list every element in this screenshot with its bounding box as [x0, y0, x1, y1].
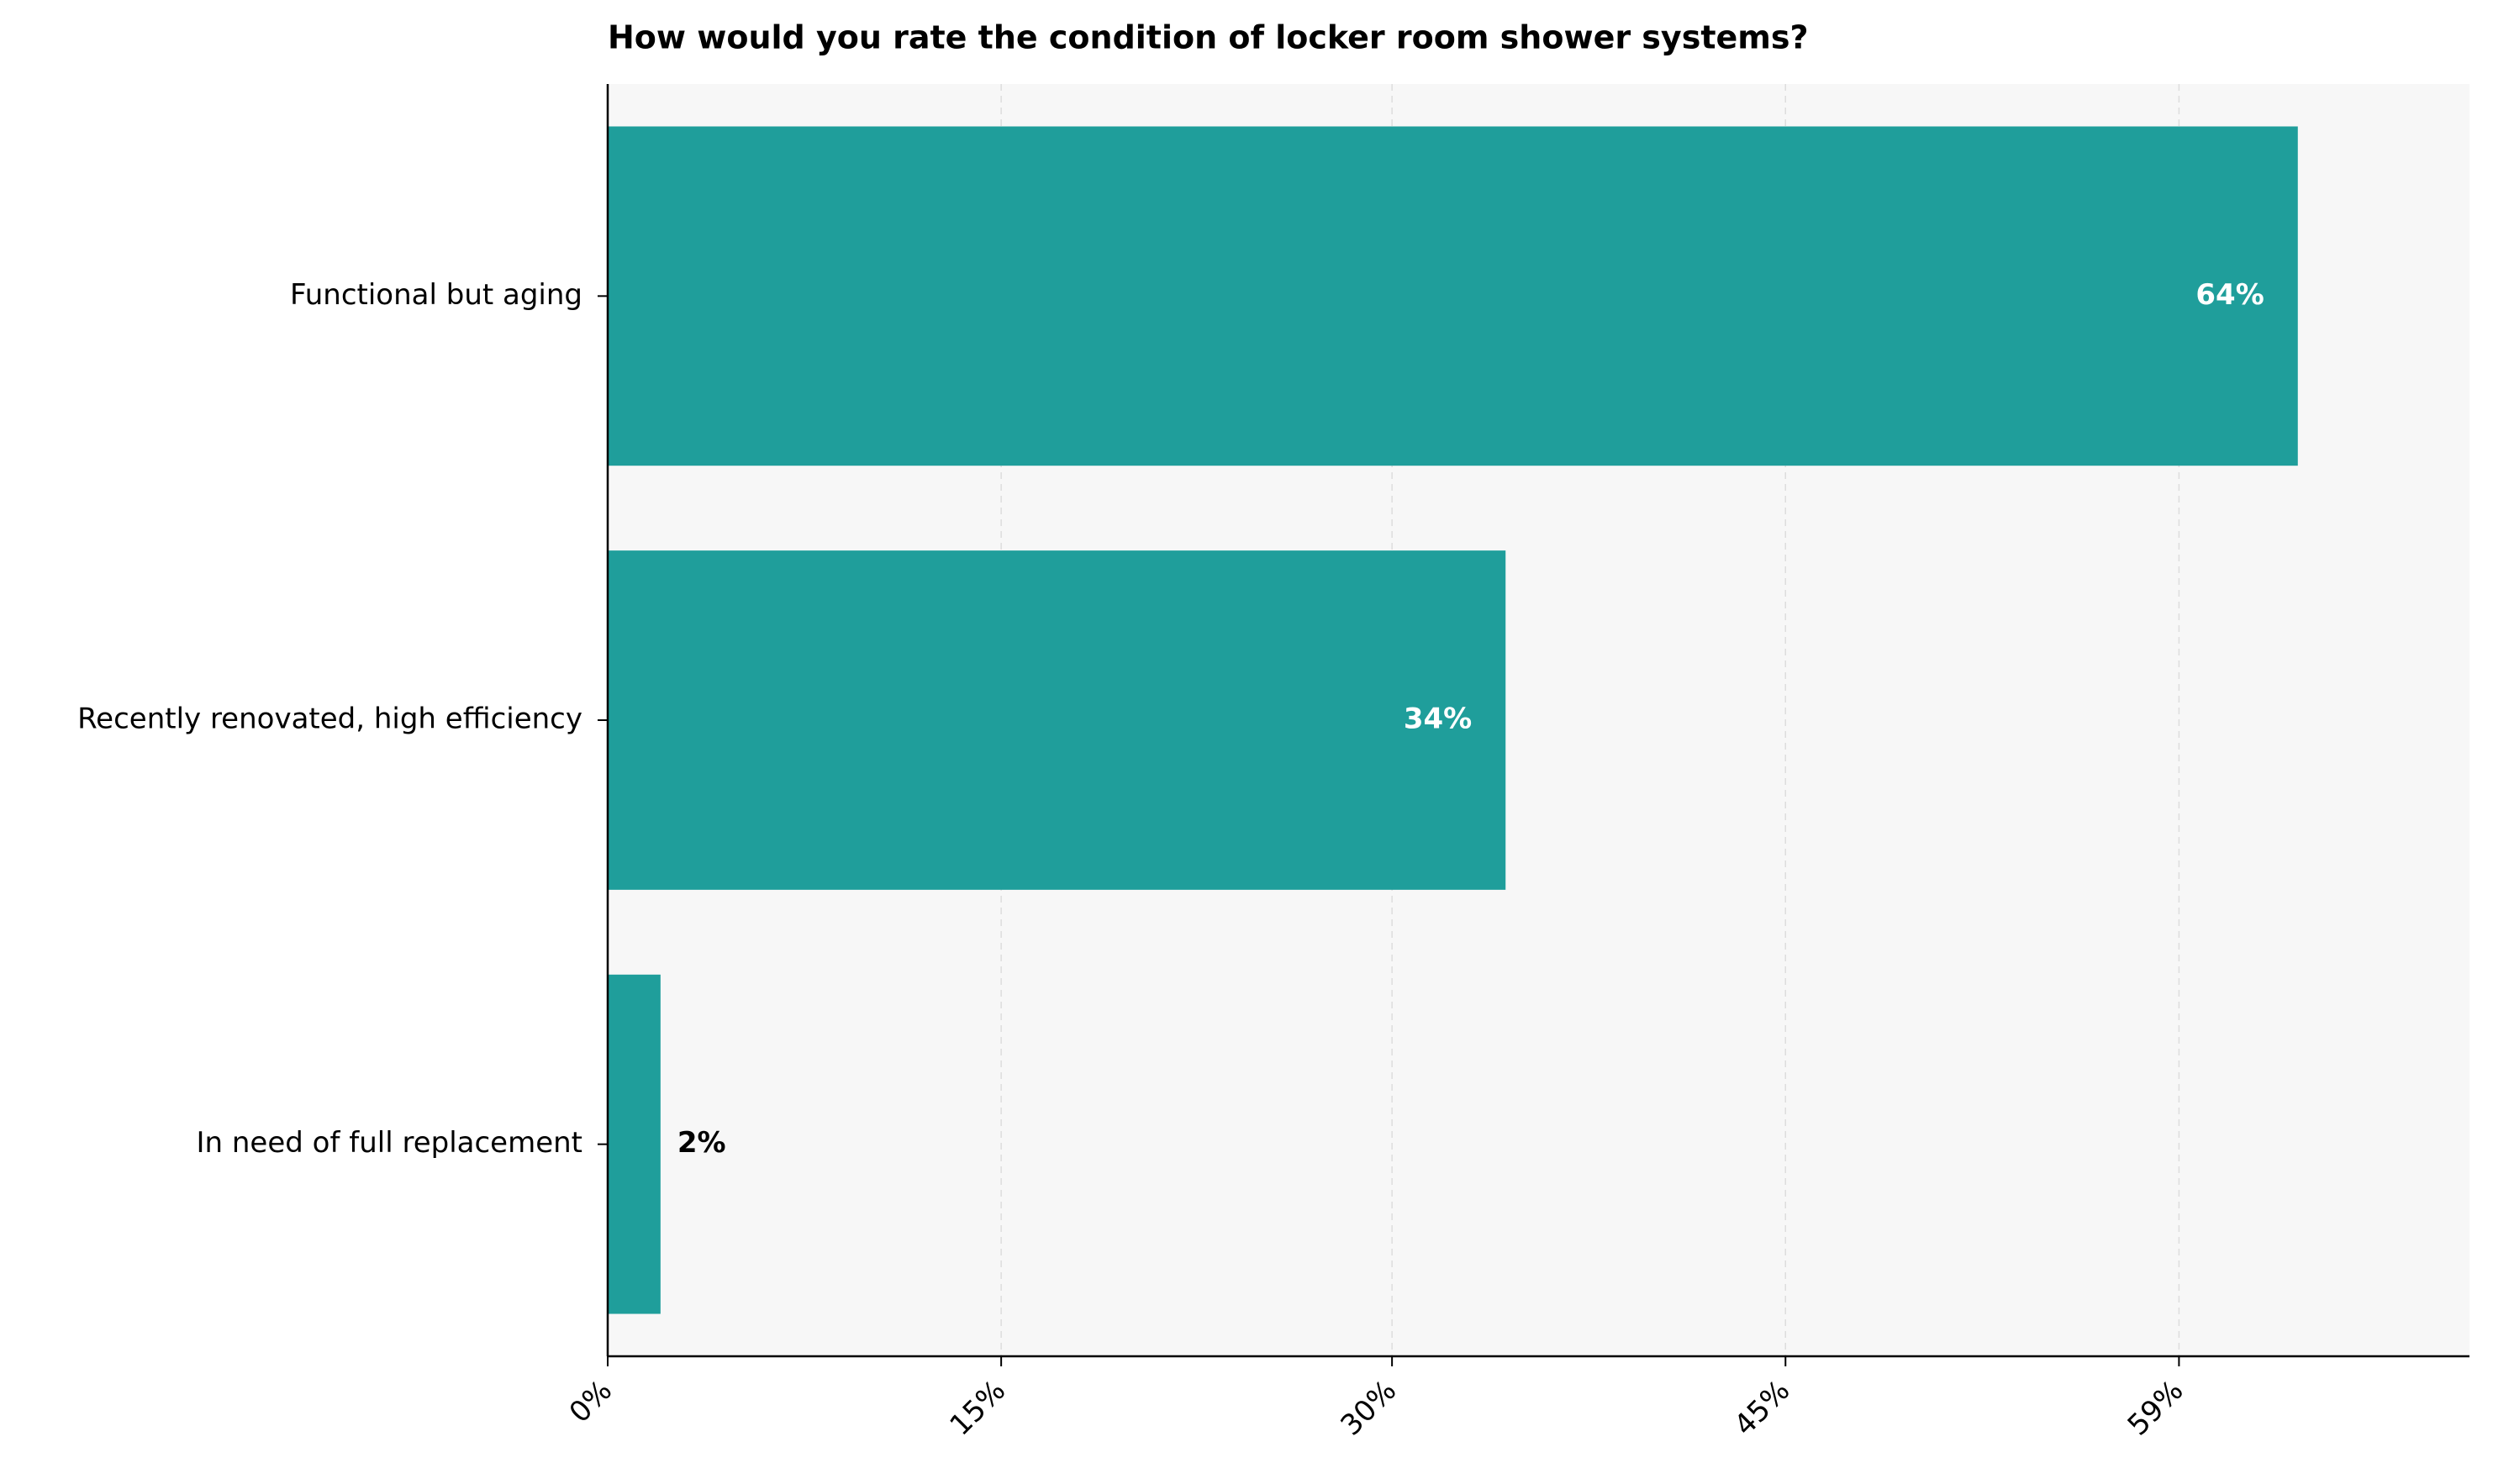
x-tick-label: 59% [2121, 1374, 2190, 1443]
bar [608, 974, 661, 1314]
y-tick-label: Recently renovated, high efficiency [77, 703, 582, 736]
x-tick-label: 15% [943, 1374, 1012, 1443]
x-tick-label: 30% [1334, 1374, 1403, 1443]
value-label: 2% [677, 1126, 726, 1160]
x-tick-label: 45% [1728, 1374, 1797, 1443]
y-tick-label: In need of full replacement [197, 1126, 583, 1160]
bar [608, 126, 2298, 466]
y-tick-label: Functional but aging [290, 278, 582, 312]
value-label: 34% [1404, 703, 1472, 736]
x-tick-label: 0% [563, 1374, 619, 1429]
value-label: 64% [2195, 278, 2264, 312]
bar [608, 550, 1506, 890]
chart-title: How would you rate the condition of lock… [608, 19, 1809, 56]
